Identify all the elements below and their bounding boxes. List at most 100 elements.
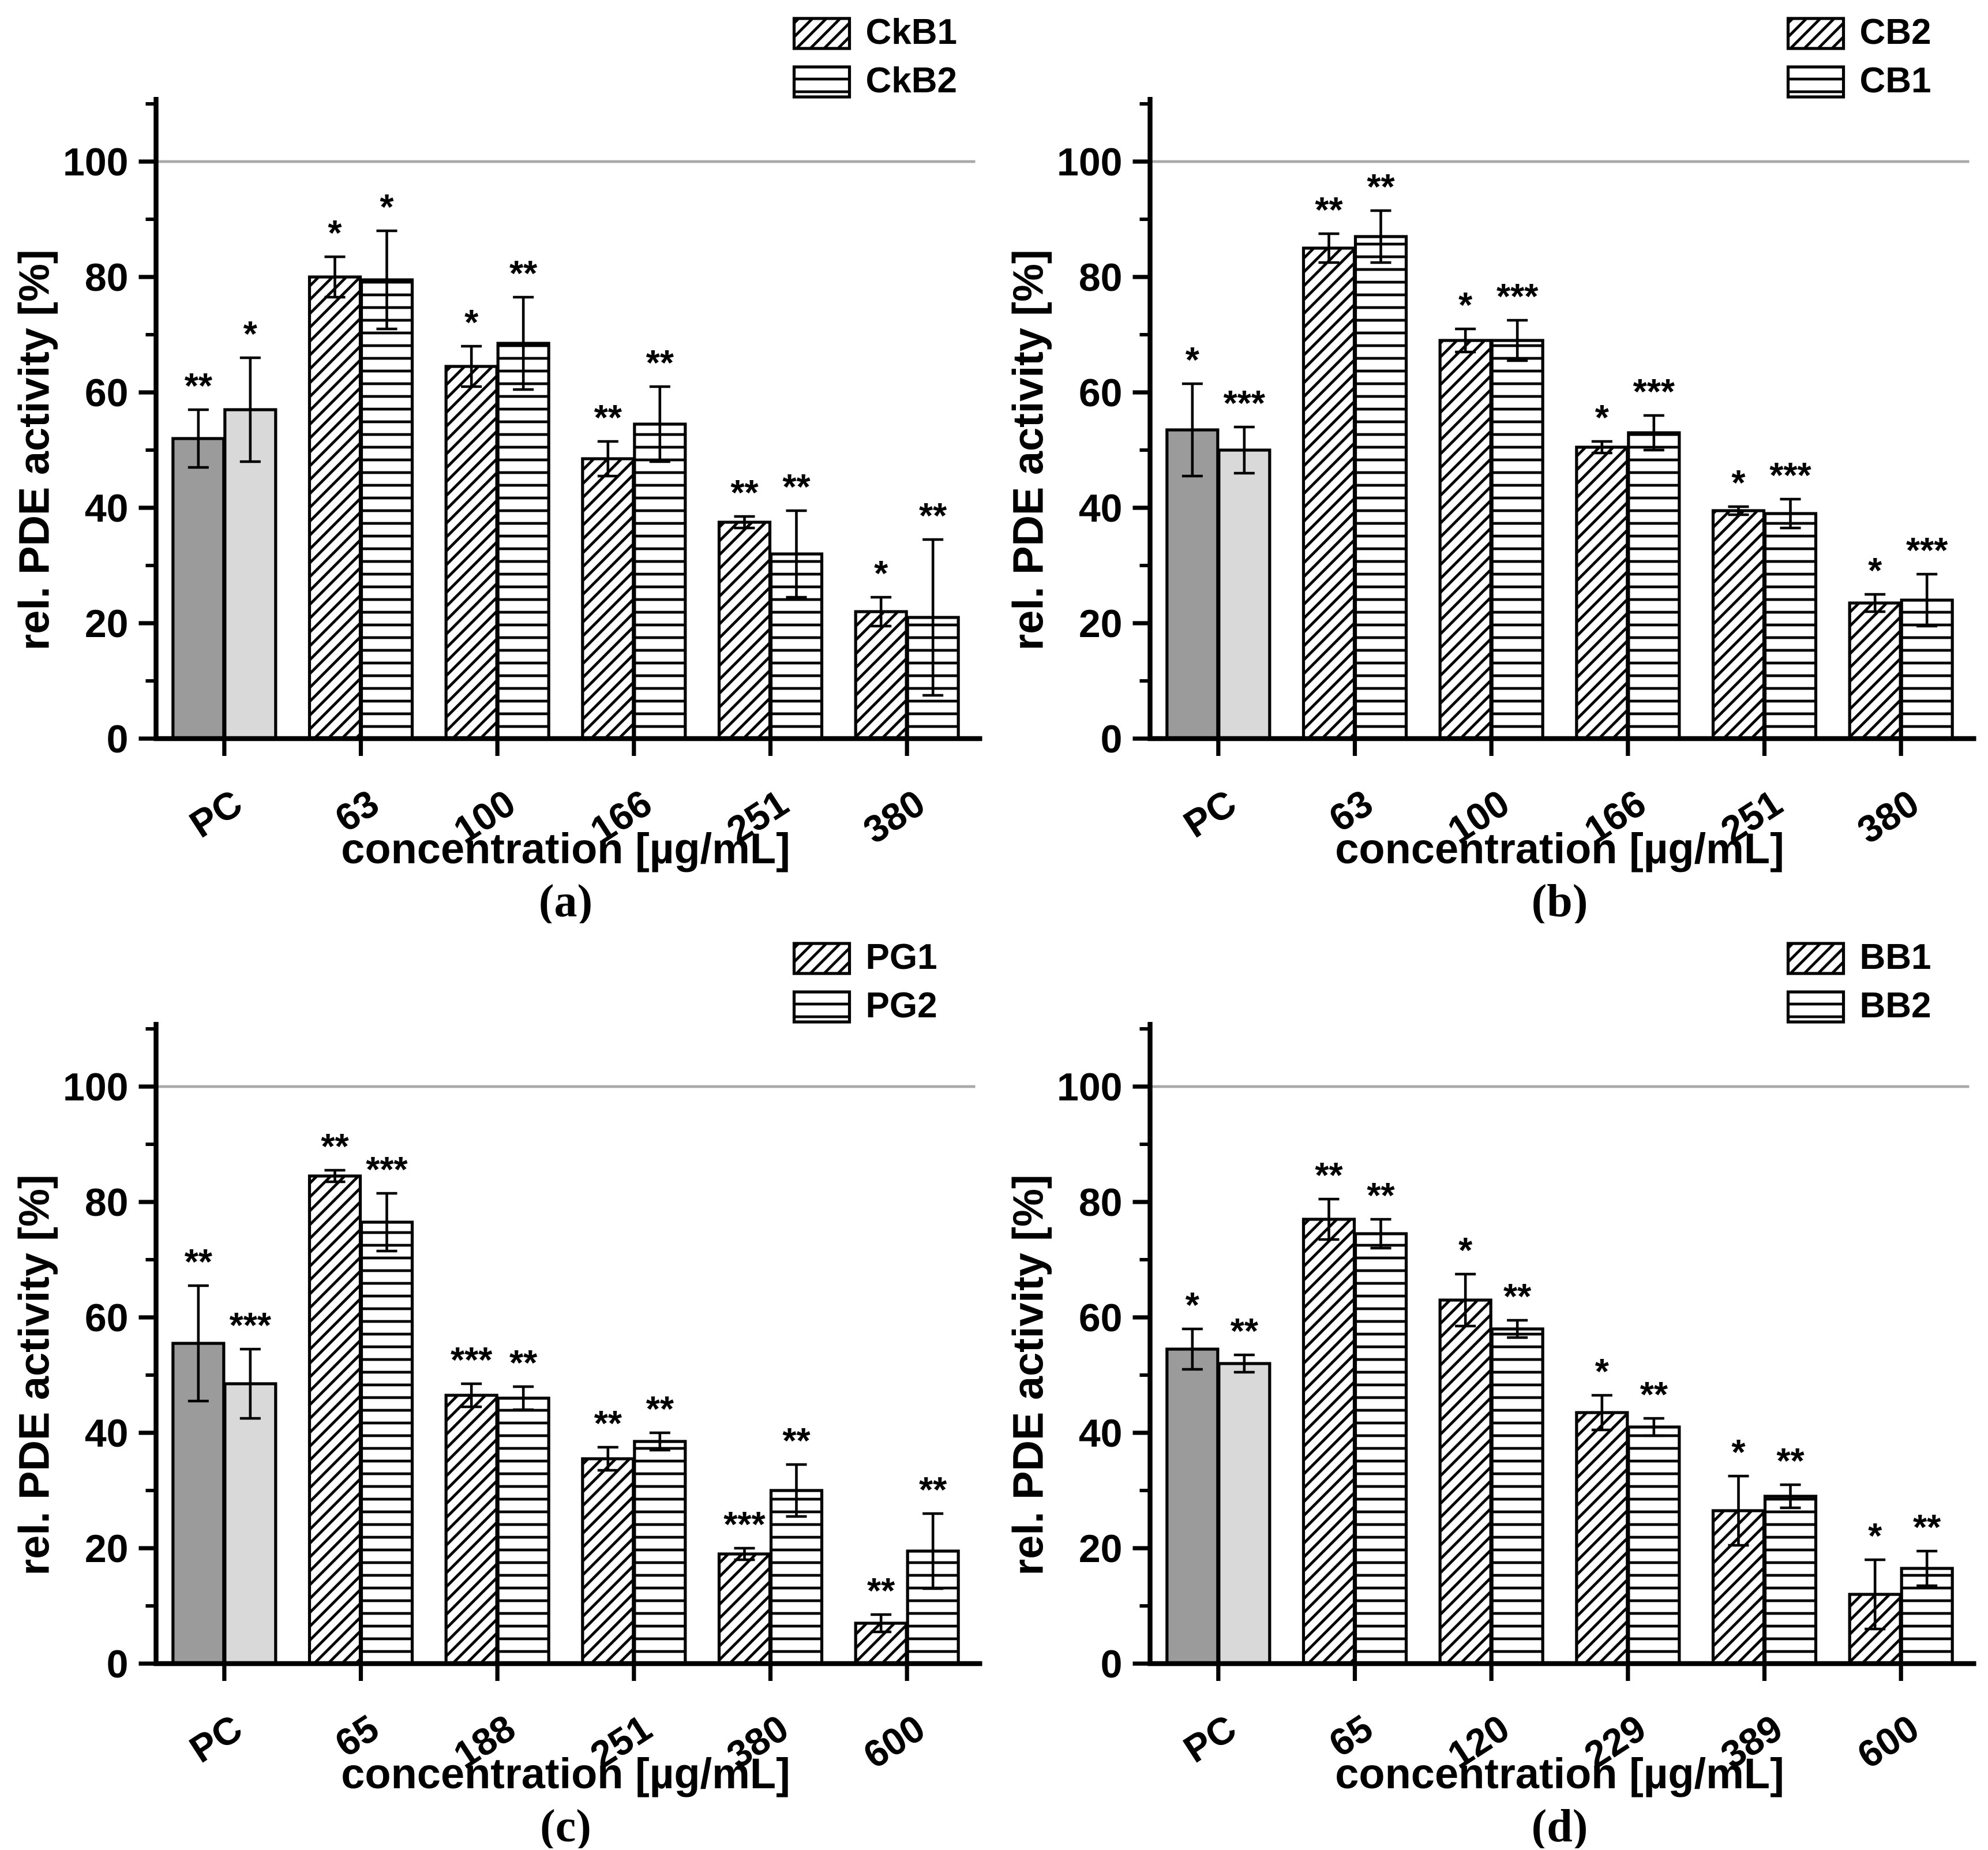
panel-caption-b: (b) <box>1532 876 1588 923</box>
bar-CB1-100 <box>1490 339 1544 740</box>
error-bar-PG1-380 <box>734 1546 755 1561</box>
significance-label-BB2-389: ** <box>1776 1441 1805 1481</box>
significance-label-PG1-188: *** <box>451 1340 493 1380</box>
y-tick-label-20: 20 <box>85 1527 129 1571</box>
error-bar-CkB1-63 <box>324 255 346 299</box>
significance-label-CB1-166: *** <box>1633 372 1675 412</box>
error-bar-BB1-229 <box>1591 1394 1612 1432</box>
significance-label-CkB2-380: ** <box>919 496 947 536</box>
y-tick-label-20: 20 <box>1079 1527 1123 1571</box>
bar-PG1-380 <box>717 1552 772 1665</box>
error-bar-PG2-188 <box>513 1385 534 1411</box>
significance-label-BB2-600: ** <box>1913 1508 1941 1548</box>
significance-label-BB2-229: ** <box>1640 1375 1668 1415</box>
error-bar-CkB1-251 <box>734 515 755 530</box>
x-axis-title-a: concentration [µg/mL] <box>341 825 790 872</box>
y-axis-title-d: rel. PDE activity [%] <box>1004 1174 1052 1575</box>
y-tick-label-80: 80 <box>1079 1181 1123 1224</box>
error-bar-CB2-166 <box>1591 440 1612 455</box>
significance-label-CkB1-100: * <box>464 303 479 343</box>
x-tick-label-380: 380 <box>856 781 932 852</box>
significance-label-CB1-380: *** <box>1906 531 1948 571</box>
error-bar-BB2-120 <box>1507 1319 1528 1339</box>
error-bar-BB2-229 <box>1643 1417 1664 1437</box>
y-axis-title-a: rel. PDE activity [%] <box>10 249 58 650</box>
error-bar-BB2-600 <box>1916 1549 1938 1587</box>
bar-CB2-166 <box>1575 445 1629 740</box>
x-tick-label-600: 600 <box>856 1706 932 1777</box>
error-bar-CkB2-380 <box>922 538 944 697</box>
significance-label-PG2-251: ** <box>646 1390 674 1429</box>
significance-label-CB2-380: * <box>1868 551 1882 591</box>
x-tick-label-PC: PC <box>1176 1706 1243 1771</box>
significance-label-BB1-65: ** <box>1315 1156 1343 1196</box>
bar-CkB1-251 <box>717 520 772 740</box>
bar-CkB2-PC <box>223 408 277 740</box>
x-tick-label-600: 600 <box>1850 1706 1926 1777</box>
panel-d: * ** ** ** * ** * ** * ** * ** 0 20 40 60 80 100 PC 65 120 22… <box>994 925 1988 1850</box>
error-bar-PG2-600 <box>922 1512 944 1590</box>
error-bar-BB1-120 <box>1455 1272 1476 1328</box>
significance-label-CB2-166: * <box>1595 398 1610 438</box>
bar-BB2-PC <box>1217 1362 1271 1665</box>
y-tick-label-100: 100 <box>1057 140 1122 184</box>
plot-area-c: ************* **** ***********020406080100… <box>63 937 982 1777</box>
significance-label-PG2-600: ** <box>919 1470 947 1510</box>
significance-label-PG2-380: ** <box>782 1421 811 1461</box>
x-tick-label-380: 380 <box>1850 781 1926 852</box>
significance-label-PG2-PC: *** <box>230 1306 272 1346</box>
error-bar-PG2-251 <box>649 1431 670 1452</box>
legend-label-PG2: PG2 <box>866 986 937 1025</box>
bar-CkB1-PC <box>171 437 226 740</box>
significance-label-CkB1-251: ** <box>730 473 759 513</box>
error-bar-PG2-PC <box>239 1347 261 1420</box>
error-bar-CB2-380 <box>1865 593 1886 613</box>
panel-c: ** *** ** *** *** ** ** ** *** ** ** ** 0 20 40 60 80 100… <box>0 925 994 1850</box>
bar-CkB1-166 <box>581 457 635 740</box>
error-bar-CkB1-166 <box>597 440 618 478</box>
y-tick-label-60: 60 <box>1079 1296 1123 1340</box>
significance-label-CkB2-PC: * <box>243 314 258 354</box>
bar-CB1-166 <box>1627 431 1681 740</box>
x-axis-title-b: concentration [µg/mL] <box>1335 825 1784 872</box>
legend-label-CB2: CB2 <box>1860 12 1931 52</box>
significance-label-CkB1-63: * <box>328 214 342 253</box>
x-tick-label-PC: PC <box>182 781 249 846</box>
significance-label-CkB1-166: ** <box>594 398 622 438</box>
legend-label-PG1: PG1 <box>866 937 937 977</box>
legend-label-CB1: CB1 <box>1860 61 1931 100</box>
y-tick-label-60: 60 <box>85 1296 129 1340</box>
significance-label-CB1-63: ** <box>1367 167 1395 207</box>
bar-BB1-65 <box>1301 1218 1356 1665</box>
bar-CkB2-63 <box>359 278 414 740</box>
error-bar-PG1-PC <box>187 1284 209 1403</box>
significance-label-PG1-600: ** <box>867 1571 895 1611</box>
error-bar-CB1-63 <box>1370 209 1391 264</box>
y-axis-title-c: rel. PDE activity [%] <box>10 1174 58 1575</box>
significance-label-CB2-PC: * <box>1186 340 1200 380</box>
y-tick-label-0: 0 <box>107 717 129 761</box>
significance-label-BB2-65: ** <box>1367 1176 1395 1216</box>
legend-swatch-CkB1 <box>792 17 852 50</box>
bar-BB2-389 <box>1763 1495 1818 1665</box>
x-tick-label-PC: PC <box>1176 781 1243 846</box>
y-tick-label-80: 80 <box>85 1181 129 1224</box>
significance-label-CkB2-166: ** <box>646 343 674 383</box>
significance-label-CkB1-PC: ** <box>185 366 213 406</box>
significance-label-PG1-251: ** <box>594 1404 622 1444</box>
panel-b: * *** ** ** * *** * *** * *** * *** 0 20 40 60 80 100 PC 63… <box>994 0 1988 925</box>
error-bar-CB1-166 <box>1643 414 1664 452</box>
significance-label-CB1-100: *** <box>1496 277 1539 317</box>
significance-label-BB2-120: ** <box>1503 1277 1532 1317</box>
error-bar-CkB2-166 <box>649 385 670 463</box>
bar-CB2-251 <box>1711 509 1766 740</box>
y-tick-label-80: 80 <box>85 256 129 299</box>
bar-BB2-229 <box>1627 1425 1681 1665</box>
error-bar-CkB2-251 <box>786 509 807 599</box>
bar-PG1-188 <box>444 1394 498 1665</box>
